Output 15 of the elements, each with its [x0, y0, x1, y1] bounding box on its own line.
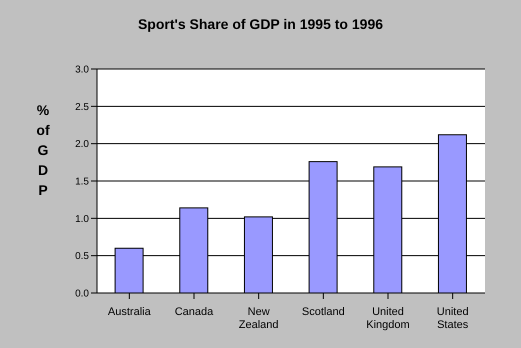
y-tick-label: 3.0 [75, 64, 90, 76]
y-tick-label: 0.0 [75, 288, 90, 300]
y-tick-label: 1.0 [75, 214, 90, 225]
x-tick-label: New Zealand [238, 306, 279, 331]
x-tick-label: Scotland [302, 306, 345, 318]
y-tick-label: 0.5 [75, 251, 90, 262]
chart-title: Sport's Share of GDP in 1995 to 1996 [136, 16, 384, 32]
x-tick-label: Australia [108, 306, 152, 318]
y-tick-label: 2.5 [75, 102, 90, 113]
x-tick-label: Canada [174, 306, 214, 318]
y-tick-label: 1.5 [75, 176, 90, 188]
y-axis-title: % of GDP [35, 101, 51, 200]
x-tick-label: United States [436, 306, 469, 331]
x-tick-label: United Kingdom [366, 306, 410, 331]
y-tick-label: 2.0 [75, 139, 90, 150]
